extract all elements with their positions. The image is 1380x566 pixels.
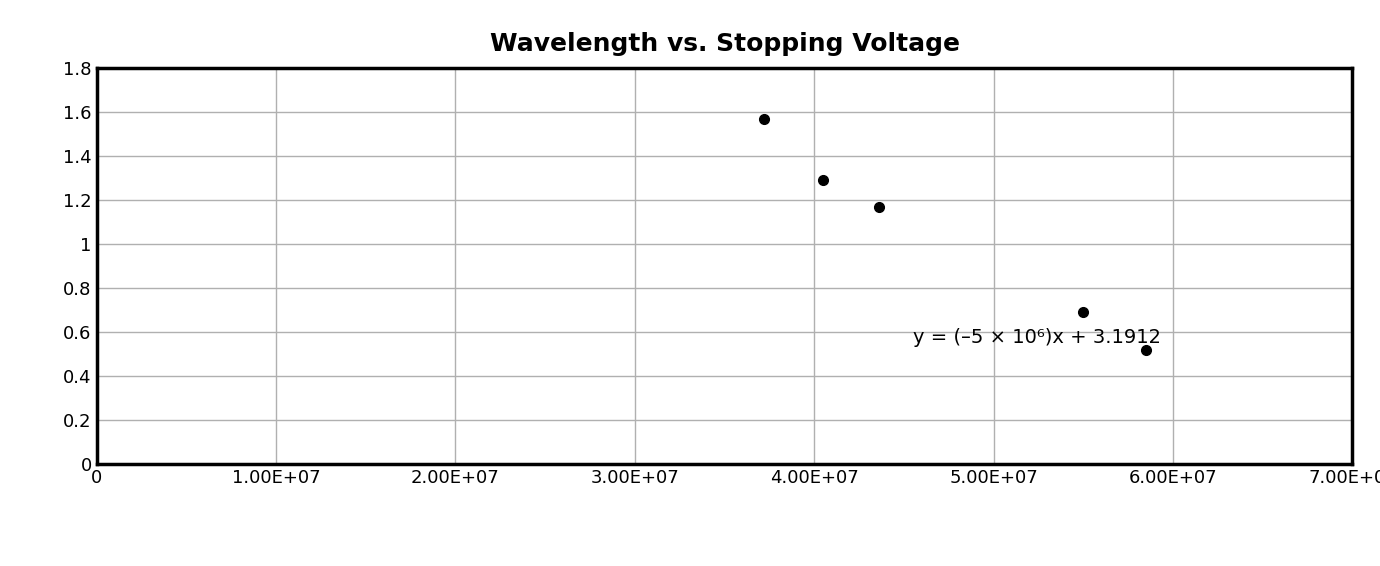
Point xyxy=(1072,308,1094,317)
Point xyxy=(1134,345,1156,354)
Point xyxy=(811,175,834,185)
Title: Wavelength vs. Stopping Voltage: Wavelength vs. Stopping Voltage xyxy=(490,32,959,56)
Point xyxy=(868,202,890,211)
Point xyxy=(753,114,776,123)
Text: y = (–5 × 10⁶)x + 3.1912: y = (–5 × 10⁶)x + 3.1912 xyxy=(914,328,1161,346)
